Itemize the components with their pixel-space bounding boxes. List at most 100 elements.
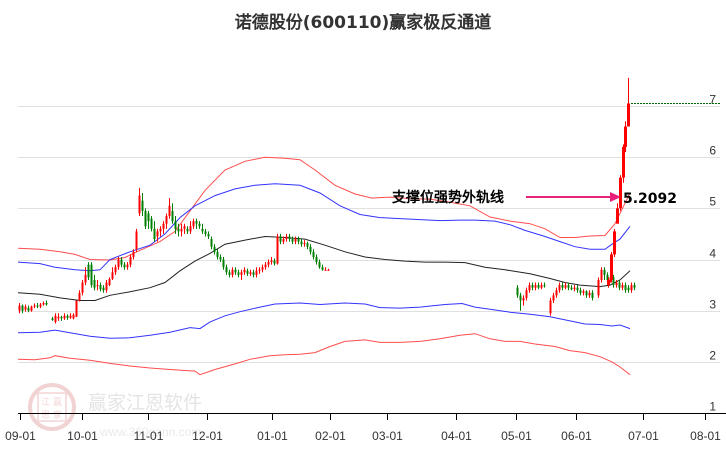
candle	[51, 318, 54, 320]
candle	[585, 291, 588, 296]
candle	[153, 228, 156, 240]
candle	[573, 287, 576, 290]
candle	[150, 218, 153, 229]
y-tick-label: 6	[709, 144, 716, 158]
candle	[622, 146, 625, 178]
candle	[174, 221, 177, 229]
inner-upper-line	[17, 183, 631, 272]
candle	[78, 292, 81, 301]
candle	[564, 285, 567, 288]
candle	[243, 269, 246, 273]
candle	[144, 210, 147, 227]
svg-text:赢: 赢	[53, 396, 62, 408]
candle	[327, 269, 330, 271]
candle	[534, 285, 537, 288]
candle	[108, 278, 111, 286]
candle	[180, 228, 183, 232]
candle	[267, 262, 270, 265]
svg-text:家: 家	[53, 409, 62, 421]
candle	[624, 285, 627, 291]
x-tick-label: 11-01	[134, 429, 164, 443]
candle	[270, 260, 273, 263]
candle	[198, 223, 201, 227]
x-tick-label: 02-01	[315, 429, 346, 443]
candle	[300, 241, 303, 245]
candle	[54, 315, 57, 322]
candle	[318, 262, 321, 268]
candle	[45, 303, 48, 305]
candle	[33, 305, 36, 307]
candle	[567, 285, 570, 288]
candle	[81, 282, 84, 293]
candle	[607, 279, 610, 286]
candle	[201, 228, 204, 232]
candle	[531, 285, 534, 288]
candle	[252, 272, 255, 275]
candle	[597, 279, 600, 296]
candle	[591, 292, 594, 298]
candle	[610, 254, 613, 280]
candle	[156, 231, 159, 237]
candle	[228, 272, 231, 275]
candle	[60, 316, 63, 319]
candle	[39, 304, 42, 307]
candle	[525, 290, 528, 298]
candle	[627, 103, 630, 127]
x-tick-label: 03-01	[372, 429, 403, 443]
candle	[324, 269, 327, 271]
candle	[570, 287, 573, 290]
annotation-value: 5.2092	[623, 191, 677, 207]
candle	[303, 243, 306, 245]
y-tick-label: 2	[709, 349, 716, 363]
candle	[66, 315, 69, 318]
candle	[606, 274, 609, 280]
candle	[18, 305, 21, 311]
x-tick-label: 01-01	[257, 429, 288, 443]
annotation-label: 支撑位强势外轨线	[391, 189, 504, 206]
candle	[90, 264, 93, 286]
candle	[600, 269, 603, 280]
candle	[102, 287, 105, 291]
candle	[555, 290, 558, 296]
x-tick-label: 05-01	[501, 429, 532, 443]
candle	[27, 308, 30, 311]
candle	[616, 208, 619, 224]
y-tick-label: 7	[709, 93, 716, 107]
mid-line	[17, 235, 631, 301]
candle	[213, 246, 216, 252]
candle	[288, 236, 291, 240]
y-tick-label: 5	[709, 195, 716, 209]
candle	[297, 239, 300, 242]
candle	[237, 272, 240, 275]
candle	[162, 223, 165, 229]
candle	[273, 260, 276, 264]
candle	[84, 274, 87, 283]
candle	[114, 267, 117, 273]
candle	[111, 272, 114, 279]
candle	[216, 251, 219, 257]
candlesticks	[18, 187, 636, 324]
candle	[105, 282, 108, 291]
candle	[279, 236, 282, 242]
candle	[264, 264, 267, 268]
candle	[57, 316, 60, 319]
candle	[42, 303, 45, 305]
grid-lines	[18, 106, 720, 363]
candle	[129, 256, 132, 265]
candle	[312, 251, 315, 257]
candle	[294, 239, 297, 242]
candle	[63, 315, 66, 319]
x-tick-label: 10-01	[67, 429, 98, 443]
candle	[552, 295, 555, 301]
svg-text:江: 江	[41, 397, 50, 408]
candle	[234, 269, 237, 273]
channel-bands	[17, 156, 631, 376]
candle	[633, 285, 636, 288]
candle	[195, 221, 198, 224]
x-tick-label: 12-01	[192, 429, 223, 443]
candle	[126, 264, 129, 268]
watermark: 江 赢 恩 家 赢家江恩软件 www.360gann.com	[28, 383, 202, 439]
candle	[249, 272, 252, 274]
candle	[306, 243, 309, 247]
candle	[219, 256, 222, 260]
